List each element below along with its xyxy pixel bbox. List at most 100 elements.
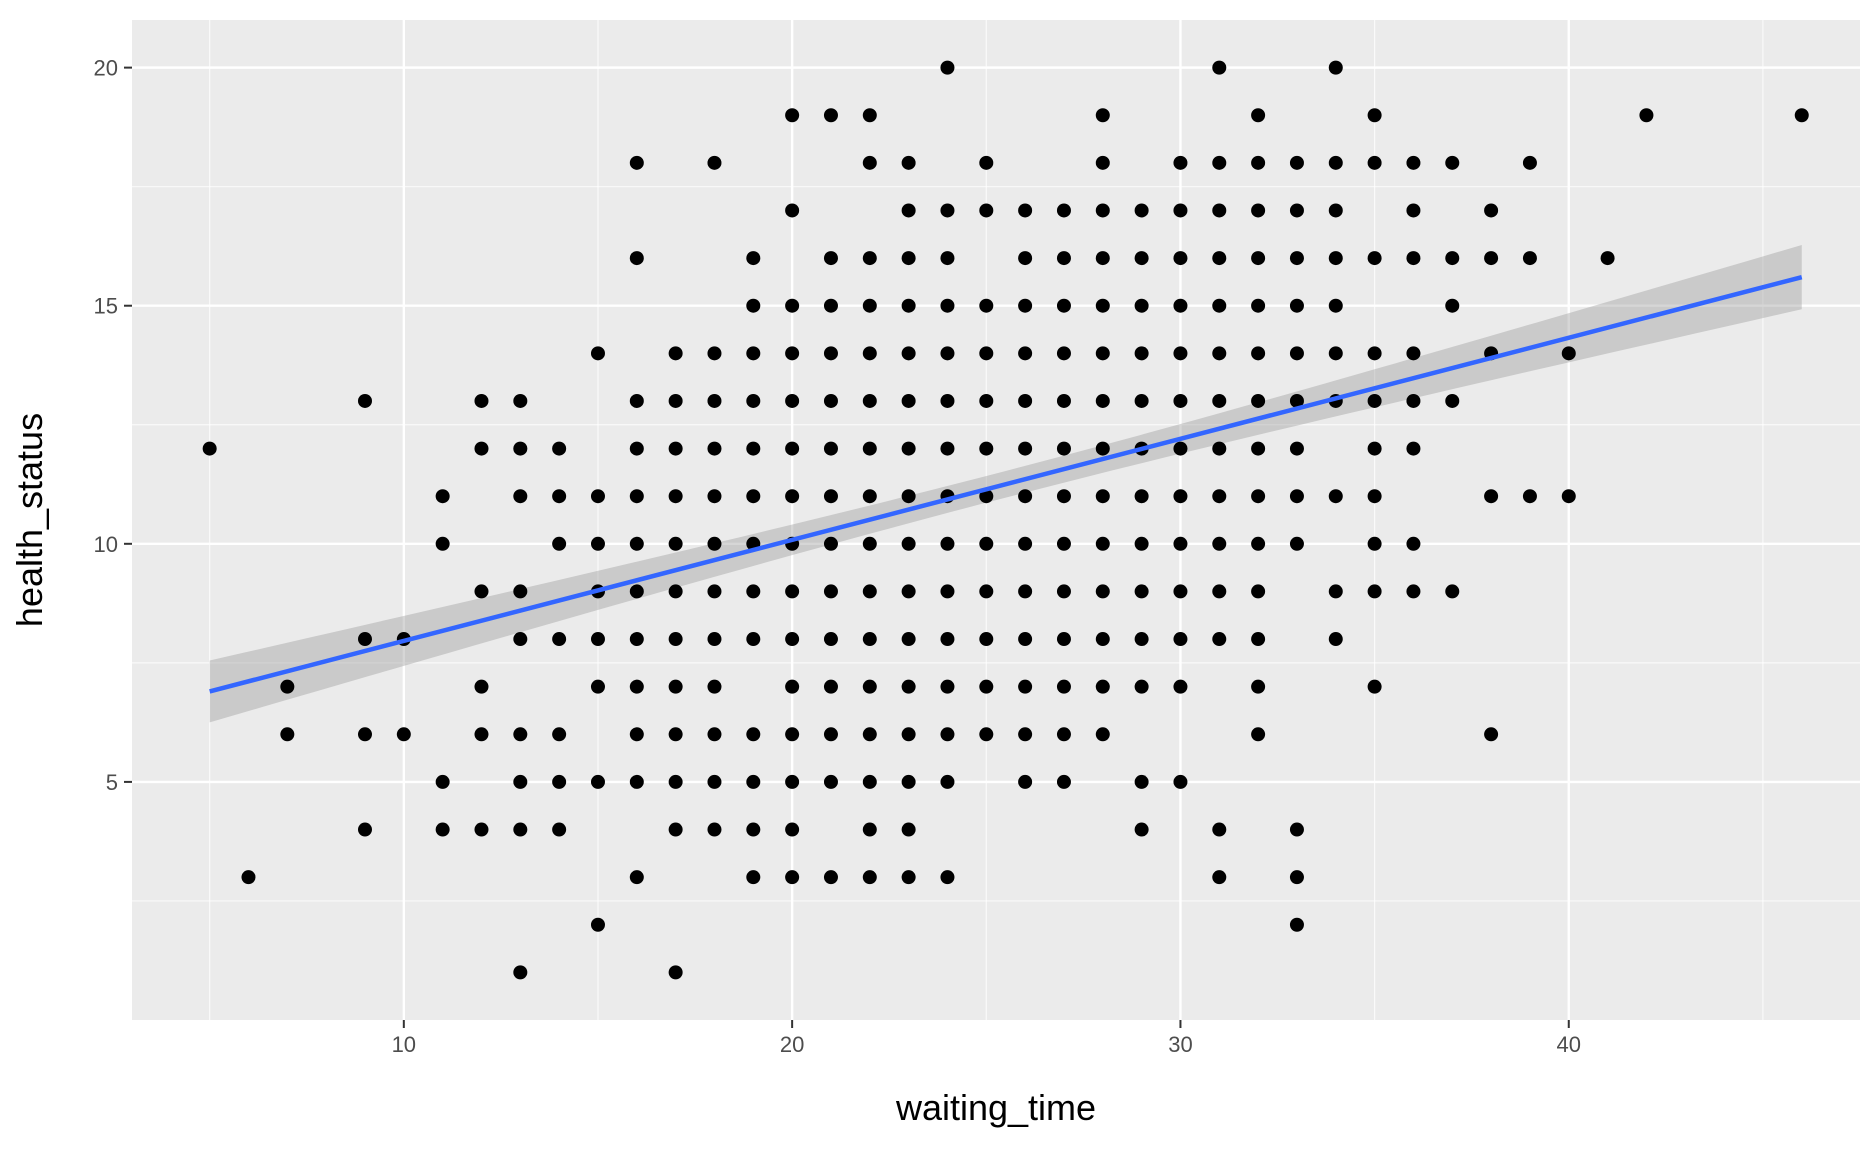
data-point xyxy=(1212,441,1227,456)
data-point xyxy=(785,870,800,885)
panel-background xyxy=(132,20,1860,1020)
data-point xyxy=(1445,298,1460,313)
data-point xyxy=(1095,108,1110,123)
data-point xyxy=(1095,155,1110,170)
data-point xyxy=(785,203,800,218)
data-point xyxy=(1056,584,1071,599)
data-point xyxy=(474,679,489,694)
data-point xyxy=(979,155,994,170)
data-point xyxy=(1251,536,1266,551)
data-point xyxy=(862,584,877,599)
data-point xyxy=(357,632,372,647)
data-point xyxy=(1018,536,1033,551)
data-point xyxy=(1173,679,1188,694)
data-point xyxy=(1173,441,1188,456)
data-point xyxy=(785,346,800,361)
data-point xyxy=(1056,393,1071,408)
data-point xyxy=(1095,251,1110,266)
data-point xyxy=(474,441,489,456)
data-point xyxy=(901,346,916,361)
data-point xyxy=(552,489,567,504)
data-point xyxy=(1134,251,1149,266)
data-point xyxy=(823,346,838,361)
data-point xyxy=(785,441,800,456)
data-point xyxy=(1134,393,1149,408)
data-point xyxy=(1056,346,1071,361)
data-point xyxy=(862,870,877,885)
data-point xyxy=(513,632,528,647)
data-point xyxy=(862,536,877,551)
data-point xyxy=(1173,632,1188,647)
data-point xyxy=(1251,203,1266,218)
data-point xyxy=(1251,632,1266,647)
data-point xyxy=(552,632,567,647)
data-point xyxy=(823,584,838,599)
data-point xyxy=(1173,774,1188,789)
data-point xyxy=(862,298,877,313)
data-point xyxy=(1289,822,1304,837)
data-point xyxy=(1134,822,1149,837)
data-point xyxy=(1018,727,1033,742)
data-point xyxy=(1134,679,1149,694)
data-point xyxy=(901,632,916,647)
data-point xyxy=(1794,108,1809,123)
data-point xyxy=(1251,346,1266,361)
data-point xyxy=(629,774,644,789)
data-point xyxy=(590,536,605,551)
data-point xyxy=(1328,346,1343,361)
data-point xyxy=(1251,108,1266,123)
data-point xyxy=(785,679,800,694)
data-point xyxy=(1212,155,1227,170)
data-point xyxy=(1484,489,1499,504)
data-point xyxy=(1289,441,1304,456)
data-point xyxy=(746,298,761,313)
data-point xyxy=(668,822,683,837)
data-point xyxy=(901,489,916,504)
data-point xyxy=(474,727,489,742)
data-point xyxy=(901,203,916,218)
data-point xyxy=(474,822,489,837)
data-point xyxy=(707,632,722,647)
data-point xyxy=(1134,298,1149,313)
data-point xyxy=(1095,727,1110,742)
data-point xyxy=(940,346,955,361)
data-point xyxy=(629,441,644,456)
data-point xyxy=(940,632,955,647)
data-point xyxy=(746,251,761,266)
data-point xyxy=(1328,632,1343,647)
data-point xyxy=(707,155,722,170)
data-point xyxy=(1212,536,1227,551)
data-point xyxy=(823,441,838,456)
data-point xyxy=(1095,536,1110,551)
x-axis-title: waiting_time xyxy=(895,1087,1096,1128)
data-point xyxy=(629,584,644,599)
data-point xyxy=(862,822,877,837)
data-point xyxy=(1484,251,1499,266)
data-point xyxy=(901,251,916,266)
axes: 10 20 30 40 5 10 15 20 xyxy=(94,56,1581,1057)
data-point xyxy=(435,774,450,789)
data-point xyxy=(1056,774,1071,789)
data-point xyxy=(823,489,838,504)
data-point xyxy=(1018,679,1033,694)
data-point xyxy=(901,298,916,313)
data-point xyxy=(746,584,761,599)
data-point xyxy=(901,727,916,742)
data-point xyxy=(590,346,605,361)
data-point xyxy=(979,536,994,551)
data-point xyxy=(435,822,450,837)
data-point xyxy=(1445,393,1460,408)
x-tick-label: 30 xyxy=(1168,1032,1192,1057)
data-point xyxy=(513,822,528,837)
data-point xyxy=(823,870,838,885)
data-point xyxy=(979,393,994,408)
data-point xyxy=(202,441,217,456)
data-point xyxy=(1600,251,1615,266)
data-point xyxy=(1522,155,1537,170)
data-point xyxy=(1173,584,1188,599)
data-point xyxy=(1095,489,1110,504)
data-point xyxy=(1289,489,1304,504)
data-point xyxy=(1173,393,1188,408)
y-tick-label: 20 xyxy=(94,56,118,81)
